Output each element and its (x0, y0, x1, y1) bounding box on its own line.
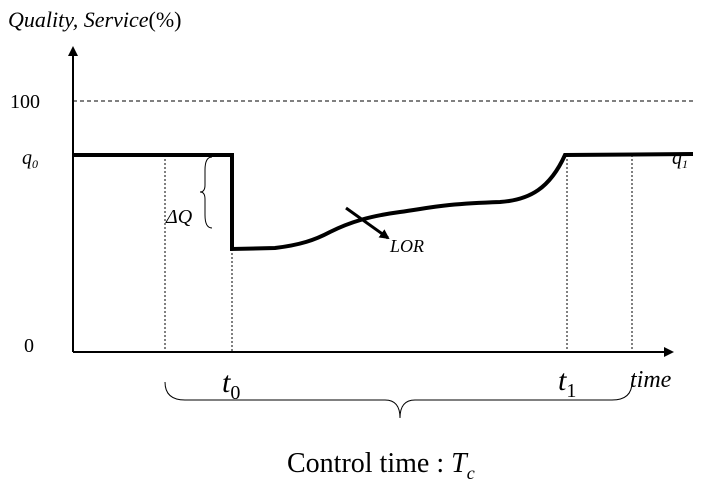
text-part: T (451, 448, 469, 479)
text-part: t (558, 364, 567, 397)
text-part: c (467, 463, 475, 483)
text-part: (%) (149, 7, 182, 32)
text-part: 0 (230, 382, 240, 404)
text-part: t (222, 366, 231, 399)
text-part: Control time : (287, 448, 451, 479)
time-label: t0 (222, 366, 240, 404)
span-brace (164, 381, 633, 419)
level-label: q1 (672, 147, 688, 171)
lor-arrow (345, 206, 390, 240)
drop-label: ΔQ (165, 206, 193, 228)
time-label: t1 (558, 364, 576, 402)
time-markers (164, 155, 633, 352)
tick-label: 100 (10, 91, 40, 113)
text-part: q (672, 147, 682, 169)
tick-label: 0 (24, 335, 34, 357)
span-label: Control time : Tc (287, 448, 475, 483)
x-axis-title: time (630, 367, 672, 393)
text-part: Quality, Service (8, 7, 149, 32)
quality-curve (73, 152, 694, 252)
y-axis-title: Quality, Service(%) (8, 7, 182, 32)
text-part: 0 (32, 157, 38, 171)
drop-brace (199, 156, 213, 229)
text-part: 1 (682, 157, 688, 171)
level-label: q0 (22, 147, 38, 171)
text-part: 1 (566, 380, 576, 402)
curve-label: LOR (389, 236, 424, 256)
text-part: q (22, 147, 32, 169)
